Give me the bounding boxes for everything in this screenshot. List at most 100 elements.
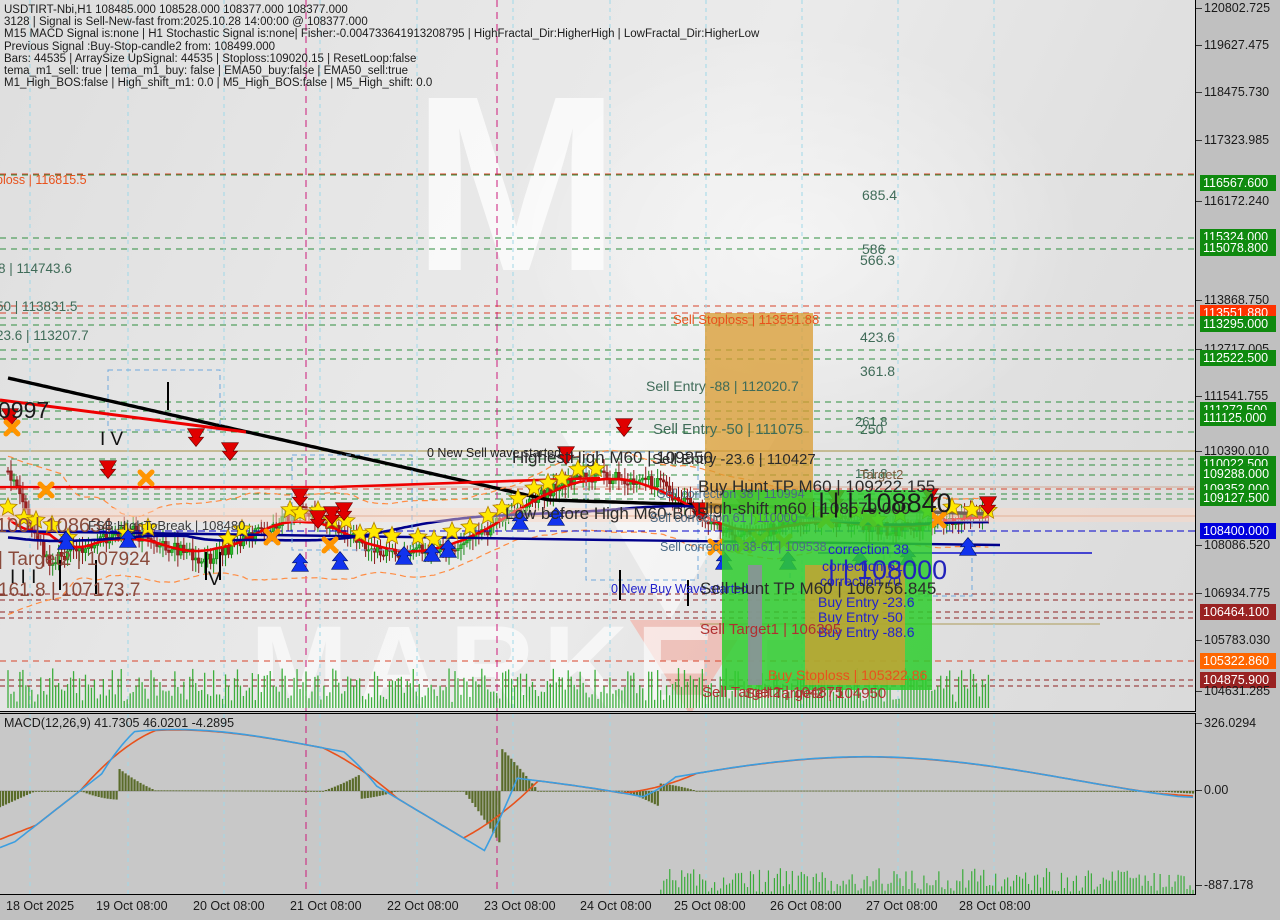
price-label-23: 106934.775 (1204, 586, 1271, 600)
price-tick (1196, 691, 1202, 692)
price-label-21: 108400.000 (1200, 523, 1276, 539)
info-line-1: 3128 | Signal is Sell-New-fast from:2025… (4, 16, 368, 29)
chart-label-fib-250: 250 (860, 421, 884, 437)
price-label-16: 110390.010 (1204, 444, 1270, 458)
info-line-3: Previous Signal :Buy-Stop-candle2 from: … (4, 40, 276, 53)
time-axis[interactable]: 18 Oct 2025 19 Oct 08:00 20 Oct 08:00 21 Oc… (0, 896, 1196, 920)
price-label-7: 115078.800 (1200, 240, 1276, 256)
price-label-1: 119627.475 (1204, 38, 1270, 52)
chart-label-roman-iii: I I I (10, 567, 37, 588)
chart-label-sell-target2: Sell Target2 | 104875 (702, 684, 844, 701)
chart-label-fib-586: 586 (862, 241, 886, 257)
grey-bar (748, 565, 762, 685)
chart-label-fib-5663: 566.3 (860, 252, 896, 268)
chart-label-sell-correction: Sell correction 38 | 110994 (657, 487, 805, 501)
price-label-27: 104875.900 (1200, 672, 1276, 688)
chart-label-fib-686-left: 8 | 114743.6 (0, 261, 72, 276)
info-line-4: Bars: 44535 | ArraySize UpSignal: 44535 … (4, 52, 417, 65)
price-label-26: 105322.860 (1200, 653, 1276, 669)
chart-label-correction-70: correction 70 (820, 573, 901, 589)
time-label-3: 21 Oct 08:00 (290, 899, 362, 913)
price-label-13: 111541.755 (1204, 389, 1269, 403)
chart-info-block: USDTIRT-Nbi,H1 108485.000 108528.000 108… (4, 4, 759, 89)
chart-label-buy-stoploss: Buy Stoploss | 105322.86 (768, 667, 928, 683)
price-axis[interactable]: 120802.725 119627.475 118475.730 117323.985… (1196, 0, 1280, 712)
chart-label-sell-hunt-tp: Sell Hunt TP M60 | 106756.845 (700, 579, 937, 598)
chart-label-fib-4236: 423.6 (860, 329, 896, 345)
macd-indicator-pane[interactable]: MACD(12,26,9) 41.7305 46.0201 -4.2895 (0, 713, 1196, 895)
chart-label-highest-high: HighestHigh M60 | 109850 (512, 448, 713, 467)
chart-label-fib-236-left: 23.6 | 113207.7 (0, 328, 89, 343)
time-label-2: 20 Oct 08:00 (193, 899, 265, 913)
price-tick (1196, 451, 1202, 452)
time-label-4: 22 Oct 08:00 (387, 899, 459, 913)
price-label-2: 118475.730 (1204, 85, 1270, 99)
info-line-2: M15 MACD Signal is:none | H1 Stochastic … (4, 28, 760, 41)
price-tick (1196, 45, 1202, 46)
macd-label: MACD(12,26,9) 41.7305 46.0201 -4.2895 (4, 716, 235, 730)
price-label-8: 113868.750 (1204, 293, 1270, 307)
macd-axis-label-0: 326.0294 (1204, 716, 1257, 730)
price-chart-graphics (0, 0, 1195, 711)
chart-label-fib-50-left: 50 | 113831.5 (0, 299, 78, 314)
price-label-24: 106464.100 (1200, 604, 1276, 620)
chart-label-price-0997: 0997 (0, 397, 50, 423)
chart-label-roman-v: V (208, 569, 221, 590)
price-label-25: 105783.030 (1204, 633, 1271, 647)
chart-label-sell-stoploss-high: ploss | 116815.5 (0, 173, 87, 187)
time-label-0: 18 Oct 2025 (6, 899, 75, 913)
chart-label-high-shift-m60: High-shift m60 | 108579.000 (697, 499, 911, 518)
chart-label-new-buy-wave: 0 New Buy Wave started (611, 582, 749, 596)
price-label-0: 120802.725 (1204, 1, 1271, 15)
chart-label-sell-entry-50: Sell Entry -50 | 111075 (653, 421, 804, 438)
chart-label-price-108000: | | 108000 (828, 555, 948, 585)
chart-label-buy-entry-236: Buy Entry -23.6 (818, 594, 915, 610)
info-line-6: M1_High_BOS:false | High_shift_m1: 0.0 |… (4, 77, 433, 90)
chart-label-fib-6854: 685.4 (862, 187, 898, 203)
macd-tick (1196, 723, 1202, 724)
price-label-22: 108086.520 (1204, 538, 1271, 552)
price-label-10: 113295.000 (1200, 316, 1276, 332)
price-label-12: 112522.500 (1200, 350, 1276, 366)
price-label-28: 104631.285 (1204, 684, 1271, 698)
price-tick (1196, 545, 1202, 546)
chart-label-correction-38: correction 38 (828, 541, 909, 557)
time-label-9: 27 Oct 08:00 (866, 899, 938, 913)
price-label-15: 111125.000 (1200, 410, 1276, 426)
chart-label-sell-correction3: Sell correction 38-61 | 109538 (660, 540, 827, 554)
chart-label-price-108840: | | | 108840 (818, 488, 952, 518)
time-label-8: 26 Oct 08:00 (770, 899, 842, 913)
chart-label-sell-correction2: Sell correction 61 | 110000 (650, 511, 798, 525)
price-label-20: 109127.500 (1200, 490, 1276, 506)
chart-label-fib-1618-right: 161.8 (855, 466, 888, 481)
macd-axis-label-2: -887.178 (1204, 878, 1254, 892)
macd-axis-label-1: 0.00 (1204, 783, 1229, 797)
price-tick (1196, 140, 1202, 141)
chart-label-low-before-high: Low before High M60-BOS (505, 504, 709, 523)
macd-tick (1196, 885, 1202, 886)
price-label-4: 116567.600 (1200, 175, 1276, 191)
chart-label-target2-left: | Target2 | 107924 (0, 549, 151, 570)
chart-label-new-sell-wave: 0 New Sell wave started (427, 446, 562, 460)
price-tick (1196, 8, 1202, 9)
sell-zone-orange (705, 313, 813, 513)
chart-label-sell-entry-236: Sell Entry -23.6 | 110427 (652, 451, 816, 468)
price-tick (1196, 300, 1202, 301)
chart-label-target2-right: Target2 (860, 467, 904, 482)
chart-label-fsb-hightobreak: FSB:HighToBreak | 108480 (88, 518, 246, 533)
price-tick (1196, 396, 1202, 397)
chart-label-fib-100-left: 100 | 108634 (0, 515, 113, 537)
macd-tick (1196, 790, 1202, 791)
price-label-3: 117323.985 (1204, 133, 1270, 147)
macd-graphics (0, 714, 1195, 894)
price-chart-pane[interactable]: M MARKET TRADE ploss | 116815.58 | 11474… (0, 0, 1196, 712)
chart-label-sell-target2b: Sell Target2 | 104950 (745, 685, 887, 702)
price-tick (1196, 640, 1202, 641)
price-tick (1196, 349, 1202, 350)
chart-label-sell-target1: Sell Target1 | 106395 (700, 621, 842, 638)
time-label-10: 28 Oct 08:00 (959, 899, 1031, 913)
price-tick (1196, 201, 1202, 202)
macd-axis[interactable]: 326.0294 0.00 -887.178 (1196, 713, 1280, 895)
price-tick (1196, 593, 1202, 594)
